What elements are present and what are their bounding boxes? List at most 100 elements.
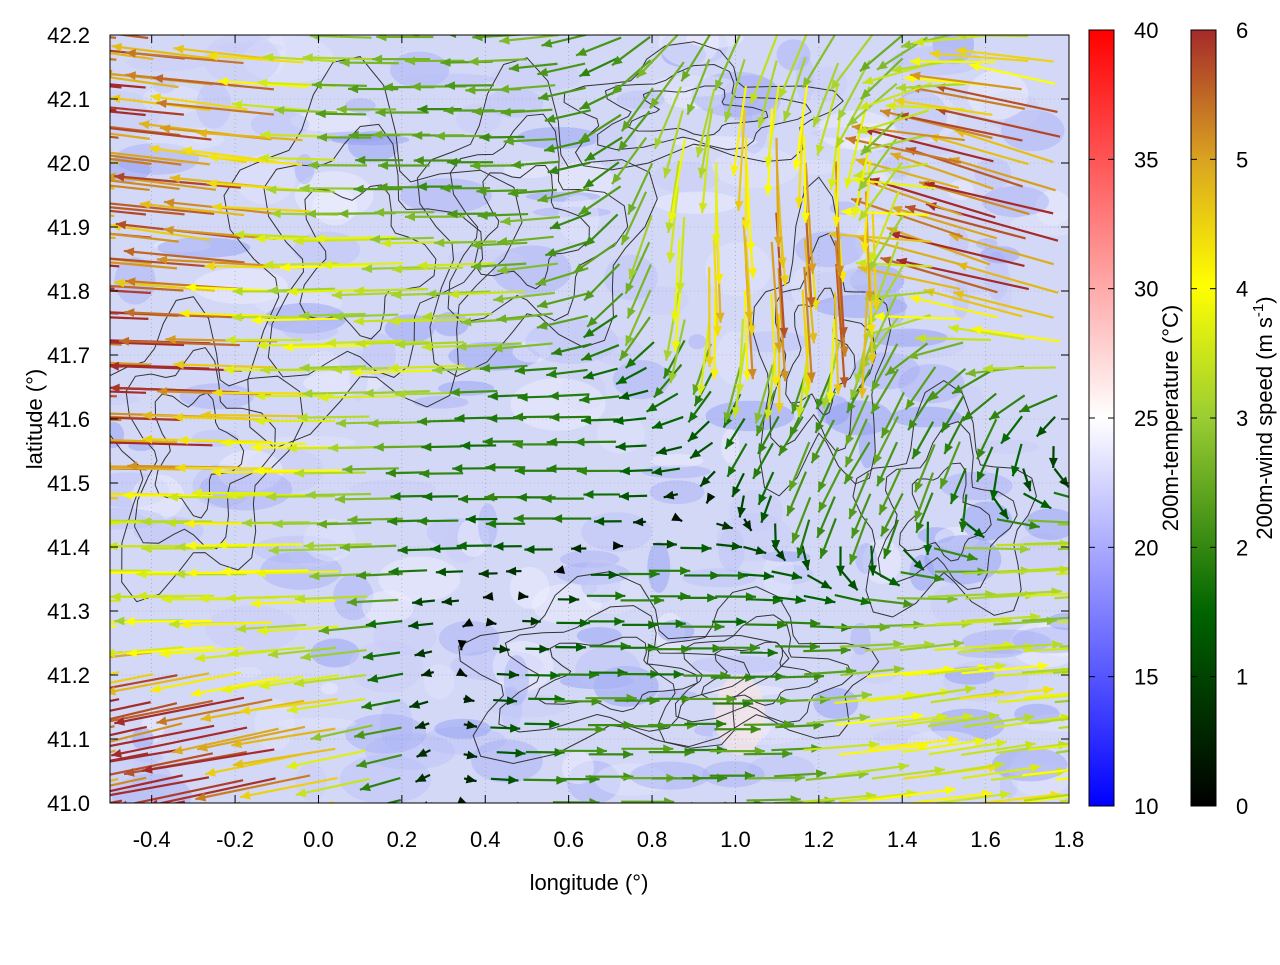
wind-vector-head — [26, 20, 37, 29]
wind-vector-head — [1124, 789, 1135, 798]
wind-vector-head — [4, 336, 14, 345]
x-tick-label: 1.0 — [720, 827, 751, 852]
temperature-patch — [321, 682, 338, 694]
colorbar-tick-label: 15 — [1134, 665, 1158, 690]
wind-vector — [198, 804, 308, 826]
wind-speed-colorbar-label: 200m-wind speed (m s-1) — [1250, 296, 1277, 539]
x-tick-label: 1.8 — [1054, 827, 1085, 852]
wind-vector-head — [241, 816, 252, 825]
x-tick-label: 0.4 — [470, 827, 501, 852]
wind-vector-head — [97, 568, 107, 577]
wind-vector — [10, 176, 115, 189]
wind-vector-head — [92, 198, 102, 207]
wind-vector-head — [0, 44, 10, 53]
colorbar-tick-label: 35 — [1134, 147, 1158, 172]
wind-vector-head — [1125, 614, 1135, 623]
wind-vector — [147, 21, 246, 35]
wind-vector-head — [960, 25, 970, 34]
temperature-patch — [283, 322, 338, 340]
wind-vector — [0, 72, 121, 87]
temperature-patch — [650, 480, 705, 504]
wind-vector-head — [52, 692, 63, 701]
temperature-patch — [434, 719, 491, 739]
wind-vector — [446, 32, 493, 34]
wind-vector-head — [15, 724, 26, 733]
temperature-patch — [345, 714, 426, 754]
wind-vector-head — [1114, 590, 1124, 599]
wind-vector — [9, 202, 114, 216]
temperature-patch — [345, 98, 376, 113]
wind-vector — [16, 497, 118, 498]
temperature-patch — [810, 66, 848, 102]
wind-vector — [0, 256, 119, 267]
wind-vector-head — [1116, 639, 1126, 648]
wind-vector — [217, 544, 303, 545]
wind-speed-label-main: 200m-wind speed (m s — [1252, 317, 1277, 540]
wind-vector-head — [0, 817, 4, 826]
wind-vector — [260, 369, 333, 370]
temperature-patch — [692, 656, 784, 674]
temperature-patch — [982, 186, 1049, 217]
colorbar-tick-label: 6 — [1236, 18, 1248, 43]
colorbar-tick-label: 40 — [1134, 18, 1158, 43]
temperature-patch — [485, 88, 543, 117]
temperature-patch — [682, 568, 756, 587]
wind-vector-head — [9, 199, 20, 208]
wind-vector — [0, 48, 116, 60]
wind-vector-head — [22, 281, 32, 290]
temperature-patch — [349, 641, 423, 693]
wind-vector-head — [10, 172, 21, 181]
plot-area — [0, 16, 1143, 835]
x-tick-label: 0.0 — [303, 827, 334, 852]
wind-vector-head — [38, 519, 48, 528]
wind-vector-head — [100, 148, 110, 157]
wind-vector-head — [90, 383, 100, 392]
wind-speed-label-sup: -1 — [1250, 304, 1267, 317]
wind-vector-head — [18, 772, 29, 781]
wind-vector — [329, 32, 397, 33]
wind-vector-head — [47, 382, 57, 391]
temperature-patch — [702, 761, 764, 787]
wind-vector-head — [101, 827, 112, 836]
wind-vector — [217, 25, 309, 34]
y-tick-label: 42.1 — [47, 87, 90, 112]
wind-vector-head — [55, 688, 66, 697]
temperature-patch — [510, 378, 605, 431]
temperature-patch — [340, 755, 431, 805]
colorbar-tick-label: 25 — [1134, 406, 1158, 431]
wind-vector — [910, 61, 995, 62]
wind-vector-head — [90, 772, 101, 781]
wind-vector — [419, 803, 432, 809]
wind-vector-head — [12, 72, 22, 81]
wind-vector-head — [0, 120, 5, 129]
x-tick-label: 0.2 — [387, 827, 418, 852]
temperature-patch — [413, 396, 469, 409]
x-tick-label: -0.4 — [133, 827, 171, 852]
temperature-patch — [575, 647, 640, 692]
wind-vector-head — [93, 718, 104, 727]
wind-vector-head — [1073, 613, 1083, 622]
wind-vector — [294, 473, 366, 474]
wind-vector — [76, 23, 185, 35]
temperature-patch — [654, 192, 739, 215]
wind-vector — [256, 28, 334, 33]
temperature-patch — [647, 542, 670, 593]
wind-vector-head — [176, 18, 187, 27]
wind-vector-head — [8, 309, 18, 318]
temperature-patch — [688, 334, 706, 349]
temperature-patch — [558, 195, 600, 243]
wind-vector-head — [9, 224, 19, 233]
temperature-patch — [1010, 213, 1092, 236]
wind-vector-head — [85, 122, 95, 131]
wind-vector — [175, 468, 272, 469]
wind-vector-head — [0, 745, 9, 754]
y-tick-label: 41.6 — [47, 407, 90, 432]
x-tick-label: 0.8 — [637, 827, 668, 852]
wind-vector-head — [1078, 518, 1088, 527]
wind-vector-head — [256, 24, 266, 33]
wind-vector — [201, 415, 303, 416]
temperature-patch — [400, 178, 492, 213]
wind-vector — [409, 33, 464, 34]
